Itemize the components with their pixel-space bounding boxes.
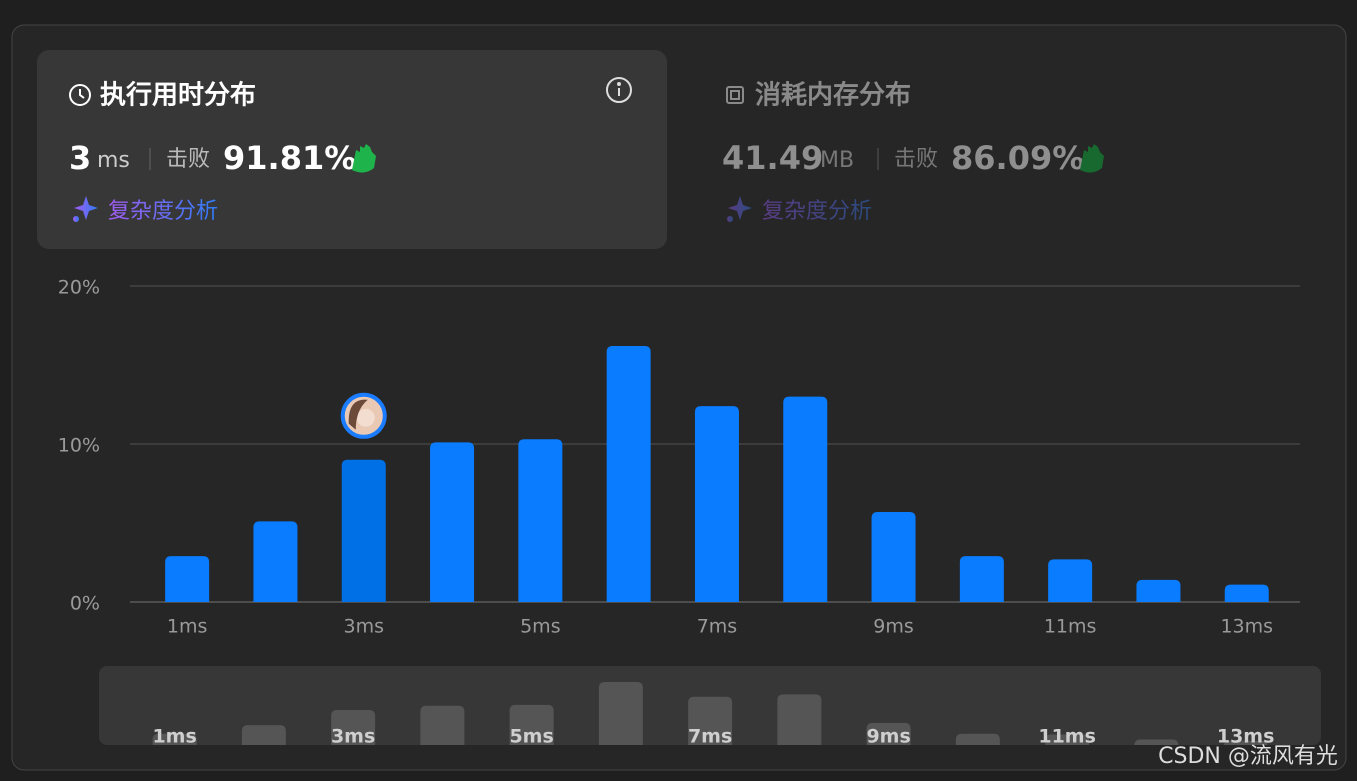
runtime-title: 执行用时分布	[100, 80, 256, 111]
memory-title: 消耗内存分布	[755, 81, 911, 111]
runtime-card[interactable]	[37, 50, 667, 249]
overview-bar	[331, 709, 376, 745]
clap-icon	[1080, 144, 1104, 173]
bar	[694, 406, 739, 602]
bar	[253, 521, 298, 602]
memory-unit: MB	[820, 148, 854, 173]
x-tick-label: 3ms	[344, 616, 385, 638]
overview-bar	[509, 704, 554, 745]
runtime-value: 3	[69, 139, 91, 177]
bar	[341, 459, 386, 602]
bar	[165, 556, 210, 602]
overview-label: 3ms	[331, 726, 375, 748]
x-tick-label: 11ms	[1044, 616, 1097, 638]
x-tick-label: 13ms	[1220, 616, 1273, 638]
bar	[606, 346, 651, 602]
beats-label: 击败	[894, 147, 938, 172]
overview-label: 11ms	[1038, 726, 1096, 748]
avatar-face	[356, 408, 375, 427]
overview-label: 13ms	[1217, 726, 1275, 748]
chip-icon	[726, 86, 744, 104]
sparkle-icon	[73, 196, 98, 222]
memory-value: 41.49	[722, 139, 823, 177]
clap-icon	[352, 144, 376, 173]
avatar-hair	[348, 399, 368, 430]
overview-bar	[777, 694, 822, 745]
overview-bar	[420, 705, 465, 745]
overview-bar	[1045, 734, 1090, 745]
overview-label: 7ms	[688, 726, 732, 748]
sparkle-icon	[727, 196, 752, 222]
bar	[1136, 579, 1181, 602]
overview-bars: 1ms 3ms 5ms 7ms 9ms 11ms 13ms	[152, 681, 1275, 748]
overview-bar	[866, 722, 911, 745]
bar	[1224, 584, 1269, 602]
bar	[518, 439, 563, 602]
bar	[783, 396, 828, 602]
beats-value: 91.81%	[223, 139, 356, 177]
overview-label: 5ms	[509, 726, 553, 748]
y-tick-label: 10%	[58, 435, 100, 457]
y-tick-label: 0%	[70, 593, 100, 615]
overview-bar	[955, 733, 1000, 745]
runtime-unit: ms	[97, 148, 130, 173]
info-icon[interactable]	[606, 77, 632, 103]
overview-label: 9ms	[866, 726, 910, 748]
analysis-link[interactable]: 复杂度分析	[762, 199, 872, 224]
bar	[959, 556, 1004, 602]
x-tick-label: 7ms	[697, 616, 738, 638]
bar	[430, 442, 475, 602]
clock-icon	[69, 84, 91, 106]
overview-bar	[688, 696, 733, 745]
overview-bar	[1223, 740, 1268, 745]
x-tick-label: 5ms	[520, 616, 561, 638]
x-tick-label: 9ms	[873, 616, 914, 638]
analysis-link[interactable]: 复杂度分析	[108, 199, 218, 224]
overview-label: 1ms	[152, 726, 196, 748]
overview-bar	[241, 725, 286, 745]
beats-label: 击败	[166, 147, 210, 172]
beats-value: 86.09%	[951, 139, 1084, 177]
x-tick-label: 1ms	[167, 616, 208, 638]
overview-bar	[1134, 739, 1179, 745]
bar	[1048, 559, 1093, 602]
y-tick-label: 20%	[58, 277, 100, 299]
watermark: CSDN @流风有光	[1158, 744, 1338, 769]
overview-bar	[152, 733, 197, 745]
bar	[871, 511, 916, 602]
overview-bar	[598, 681, 643, 745]
